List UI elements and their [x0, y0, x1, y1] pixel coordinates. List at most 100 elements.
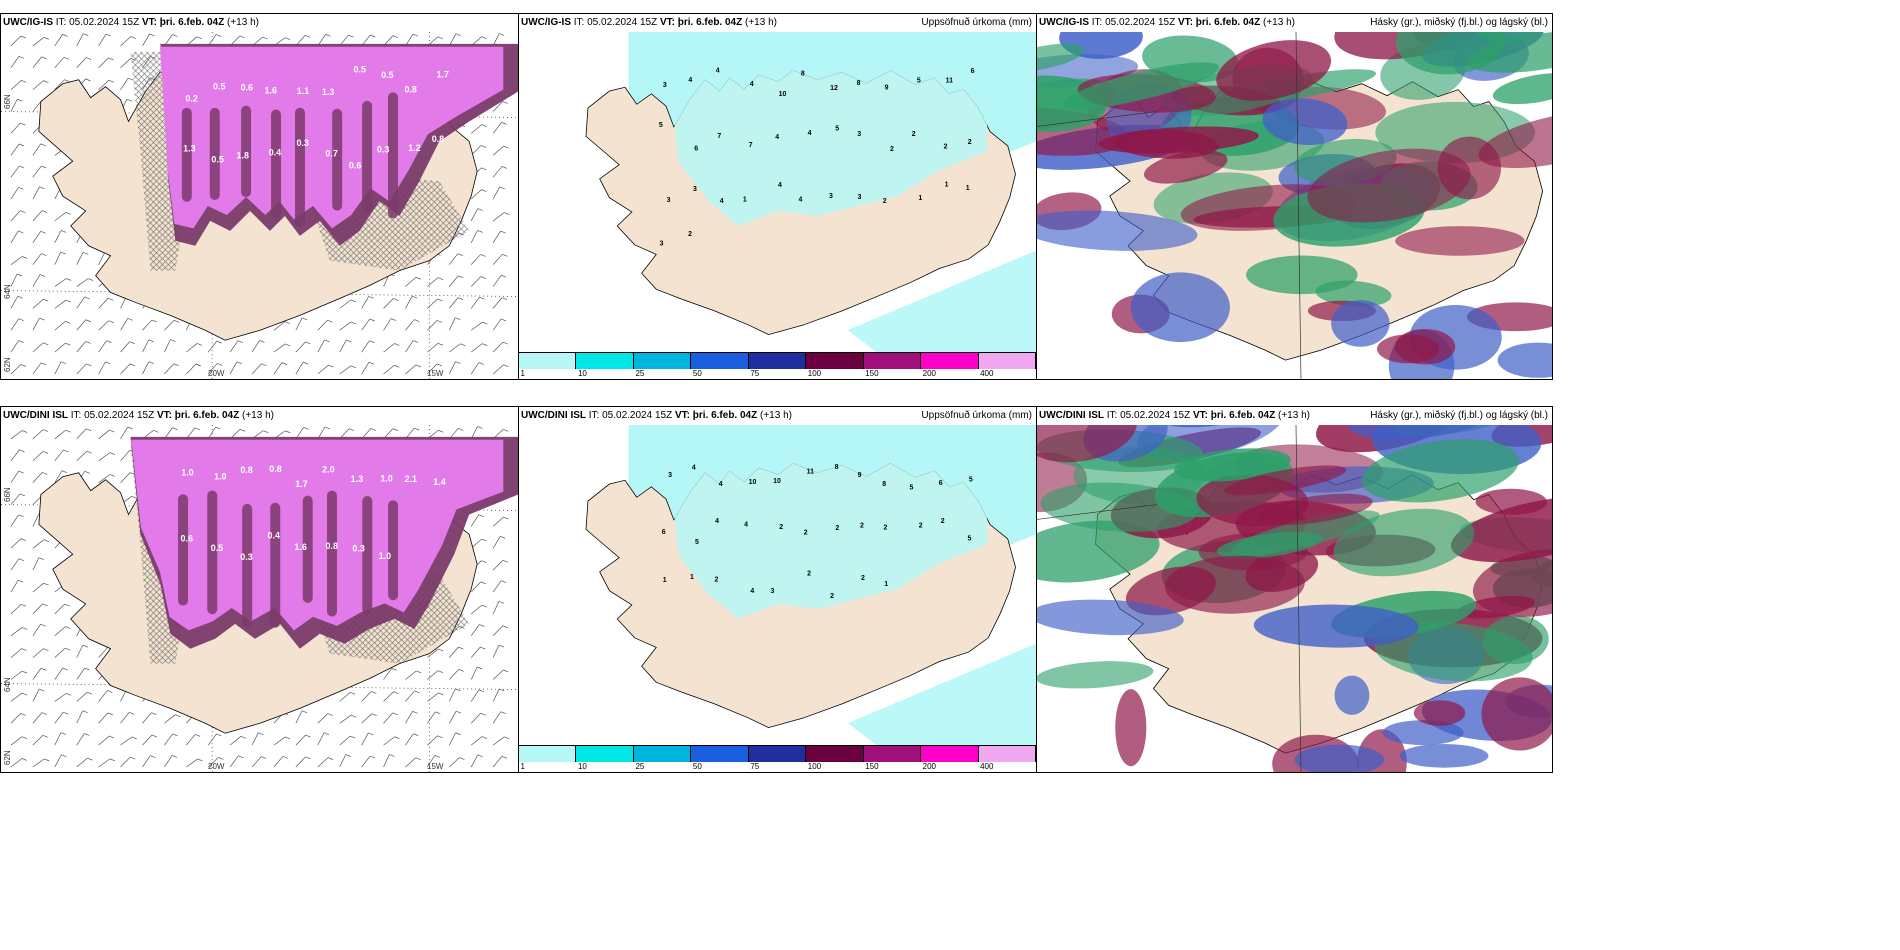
init-time: IT: 05.02.2024 15Z [70, 410, 155, 421]
precip-colorbar: 1 10 25 50 75 100 150 200 400 [519, 352, 1036, 379]
precip-value-label: 1 [690, 574, 694, 581]
valid-time: VT: þri. 6.feb. 04Z [156, 410, 240, 421]
panel-clouds-dini: UWC/DINI ISL IT: 05.02.2024 15Z VT: þri.… [1036, 406, 1553, 773]
snow-value-label: 1.8 [237, 151, 249, 161]
precip-value-label: 3 [663, 82, 667, 89]
colorbar-tick-label: 1 [520, 762, 525, 771]
colorbar-swatch [576, 353, 634, 369]
snow-value-label: 0.6 [180, 534, 192, 544]
lon-label-20: 20W [208, 369, 225, 378]
valid-time: VT: þri. 6.feb. 04Z [674, 410, 758, 421]
model-name: UWC/IG-IS [1039, 17, 1089, 28]
init-time: IT: 05.02.2024 15Z [588, 410, 673, 421]
precip-value-label: 10 [779, 91, 787, 98]
colorbar-swatch [519, 746, 577, 762]
colorbar-swatches [519, 353, 1036, 369]
precip-value-label: 7 [749, 142, 753, 149]
snow-value-label: 1.0 [379, 551, 391, 561]
precip-value-label: 4 [720, 198, 724, 205]
precip-value-label: 2 [779, 524, 783, 531]
precip-value-label: 12 [830, 85, 838, 92]
colorbar-swatch [519, 353, 577, 369]
precip-value-label: 6 [662, 529, 666, 536]
colorbar-ticks: 1 10 25 50 75 100 150 200 400 [519, 762, 1036, 772]
precip-value-label: 5 [659, 122, 663, 129]
snow-value-label: 0.6 [241, 83, 253, 93]
model-name: UWC/IG-IS [521, 17, 571, 28]
precip-value-label: 6 [694, 146, 698, 153]
precip-value-label: 2 [804, 530, 808, 537]
precip-colorbar: 1 10 25 50 75 100 150 200 400 [519, 745, 1036, 772]
init-time: IT: 05.02.2024 15Z [573, 17, 658, 28]
colorbar-swatch [691, 353, 749, 369]
precip-value-label: 2 [835, 525, 839, 532]
colorbar-tick-label: 25 [635, 369, 645, 378]
precip-value-label: 8 [882, 481, 886, 488]
precip-value-label: 4 [719, 481, 723, 488]
valid-time: VT: þri. 6.feb. 04Z [141, 17, 225, 28]
panel-field-title: Hásky (gr.), miðský (fj.bl.) og lágský (… [1370, 17, 1548, 28]
precip-value-label: 2 [968, 139, 972, 146]
precip-value-label: 4 [688, 77, 692, 84]
colorbar-swatch [748, 353, 807, 369]
model-name: UWC/DINI ISL [3, 410, 68, 421]
panel-field-title: Hásky (gr.), miðský (fj.bl.) og lágský (… [1370, 410, 1548, 421]
colorbar-swatch [576, 746, 634, 762]
panel-header: UWC/IG-IS IT: 05.02.2024 15Z VT: þri. 6.… [1037, 14, 1552, 32]
snow-value-label: 0.3 [377, 145, 389, 155]
cloud-cover-map [1037, 32, 1552, 379]
colorbar-swatch [806, 746, 864, 762]
precip-value-label: 8 [857, 80, 861, 87]
panel-wind-snow-igis: UWC/IG-IS IT: 05.02.2024 15Z VT: þri. 6.… [0, 13, 519, 380]
colorbar-swatch [863, 353, 922, 369]
precip-value-label: 2 [860, 523, 864, 530]
precip-value-label: 1 [918, 195, 922, 202]
colorbar-tick-label: 200 [922, 762, 937, 771]
snow-value-label: 0.8 [432, 134, 444, 144]
panel-header: UWC/DINI ISL IT: 05.02.2024 15Z VT: þri.… [519, 407, 1036, 425]
cloud-cover-map [1037, 425, 1552, 772]
precip-value-label: 5 [917, 78, 921, 85]
lat-label-62: 62N [3, 357, 12, 372]
lead-time: (+13 h) [760, 410, 792, 421]
valid-time: VT: þri. 6.feb. 04Z [659, 17, 743, 28]
precip-value-label: 1 [884, 581, 888, 588]
precip-value-label: 5 [910, 484, 914, 491]
precip-value-label: 11 [807, 469, 814, 476]
snow-value-label: 0.2 [185, 93, 197, 103]
lat-label-66: 66N [3, 94, 12, 109]
snow-value-label: 0.7 [325, 149, 337, 159]
precip-value-label: 11 [946, 78, 953, 85]
valid-time: VT: þri. 6.feb. 04Z [1177, 17, 1261, 28]
colorbar-swatches [519, 746, 1036, 762]
lon-label-15: 15W [427, 369, 444, 378]
snow-value-label: 0.5 [354, 65, 366, 75]
snow-value-label: 0.6 [349, 161, 361, 171]
precip-value-label: 8 [801, 71, 805, 78]
precip-value-label: 9 [885, 84, 889, 91]
colorbar-tick-label: 200 [922, 369, 937, 378]
precip-value-label: 2 [714, 576, 718, 583]
precip-map: 3 4 4 4 10 8 12 8 9 5 11 6 5 6 7 7 4 4 5 3 2 2 2 2 3 3 4 1 4 4 3 3 2 1 1 1 3… [519, 32, 1036, 353]
snow-value-label: 1.2 [408, 143, 420, 153]
precip-value-label: 5 [695, 539, 699, 546]
precip-value-label: 4 [715, 518, 719, 525]
snow-value-label: 2.1 [405, 474, 417, 484]
precip-value-label: 4 [750, 588, 754, 595]
colorbar-swatch [863, 746, 922, 762]
snow-value-label: 0.8 [269, 464, 281, 474]
panel-precip-igis: UWC/IG-IS IT: 05.02.2024 15Z VT: þri. 6.… [518, 13, 1037, 380]
precip-value-label: 3 [771, 588, 775, 595]
init-time: IT: 05.02.2024 15Z [1091, 17, 1176, 28]
precip-value-label: 3 [667, 197, 671, 204]
precip-value-label: 4 [775, 134, 779, 141]
snow-value-label: 1.0 [214, 471, 226, 481]
snow-value-label: 1.7 [437, 70, 449, 80]
snow-value-label: 0.5 [381, 70, 393, 80]
lead-time: (+13 h) [227, 17, 259, 28]
precip-value-label: 10 [749, 479, 757, 486]
precip-value-label: 8 [835, 464, 839, 471]
snow-value-label: 0.5 [211, 154, 223, 164]
panel-field-title: Uppsöfnuð úrkoma (mm) [921, 410, 1032, 421]
precip-value-label: 6 [971, 68, 975, 75]
